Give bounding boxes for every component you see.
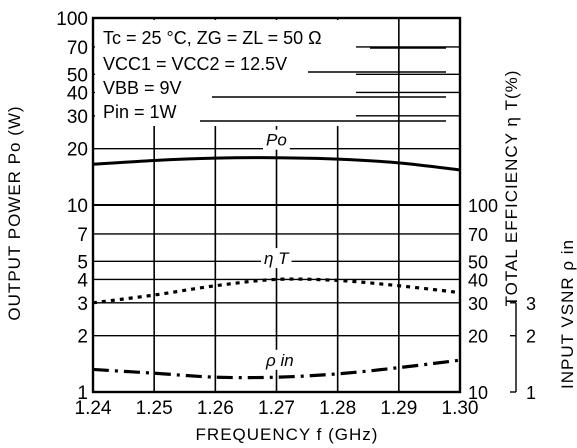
left-y-tick-label: 3 bbox=[77, 294, 88, 315]
efficiency-tick-label: 50 bbox=[468, 252, 488, 272]
series-label: η T bbox=[264, 249, 290, 268]
series-label-background bbox=[261, 248, 292, 269]
data-point bbox=[214, 157, 216, 159]
data-point bbox=[153, 159, 155, 162]
data-point bbox=[337, 373, 339, 375]
data-point bbox=[398, 367, 400, 369]
x-tick-label: 1.28 bbox=[319, 398, 356, 419]
data-point bbox=[459, 359, 461, 361]
series-label: ρ in bbox=[265, 351, 294, 370]
vsnr-tick-label: 3 bbox=[526, 294, 536, 314]
efficiency-tick-label: 10 bbox=[468, 383, 488, 403]
x-tick-label: 1.26 bbox=[197, 398, 234, 419]
left-y-tick-label: 1 bbox=[77, 383, 88, 404]
series-label-background bbox=[263, 349, 297, 370]
left-y-tick-label: 70 bbox=[67, 38, 88, 59]
efficiency-tick-label: 30 bbox=[468, 294, 488, 314]
left-y-tick-label: 4 bbox=[77, 270, 88, 291]
conditions-background bbox=[95, 20, 356, 126]
efficiency-tick-label: 20 bbox=[468, 327, 488, 347]
left-y-axis-title: OUTPUT POWER Po (W) bbox=[5, 105, 24, 320]
efficiency-tick-label: 70 bbox=[468, 225, 488, 245]
data-point bbox=[275, 278, 278, 281]
series-label: Po bbox=[266, 131, 287, 150]
x-tick-label: 1.25 bbox=[136, 398, 173, 419]
left-y-tick-label: 10 bbox=[67, 196, 88, 217]
data-point bbox=[398, 162, 400, 164]
condition-line: VCC1 = VCC2 = 12.5V bbox=[103, 54, 287, 74]
x-tick-label: 1.27 bbox=[258, 398, 295, 419]
data-point bbox=[214, 376, 216, 378]
vsnr-tick-label: 2 bbox=[526, 327, 536, 347]
left-y-tick-label: 20 bbox=[67, 140, 88, 161]
data-point bbox=[275, 376, 278, 378]
tick-labels: 1.24 1.25 1.26 1.27 1.28 1.29 1.30100705040302… bbox=[56, 9, 536, 419]
efficiency-tick-label: 100 bbox=[468, 196, 498, 216]
x-tick-label: 1.24 bbox=[75, 398, 112, 419]
left-y-tick-label: 50 bbox=[67, 65, 88, 86]
data-point bbox=[337, 158, 339, 160]
series-group: Po η T ρ in bbox=[92, 129, 461, 380]
condition-line: Tc = 25 °C, ZG = ZL = 50 Ω bbox=[103, 28, 322, 48]
left-y-tick-label: 30 bbox=[67, 107, 88, 128]
vsnr-tick-label: 1 bbox=[526, 383, 536, 403]
left-y-tick-label: 5 bbox=[77, 252, 88, 273]
data-point bbox=[153, 372, 155, 374]
plot-frame bbox=[91, 16, 462, 394]
x-tick-label: 1.30 bbox=[442, 398, 479, 419]
data-point bbox=[92, 302, 94, 304]
data-point bbox=[92, 163, 94, 165]
x-axis-title: FREQUENCY f (GHz) bbox=[196, 425, 379, 444]
data-point bbox=[214, 285, 216, 287]
left-y-tick-label: 2 bbox=[77, 327, 88, 348]
left-y-tick-label: 100 bbox=[56, 9, 88, 30]
data-point bbox=[153, 294, 155, 296]
left-y-tick-label: 7 bbox=[77, 225, 88, 246]
data-point bbox=[459, 292, 461, 294]
series-label-background bbox=[263, 129, 290, 150]
data-point bbox=[459, 169, 461, 171]
conditions-box: Tc = 25 °C, ZG = ZL = 50 Ω VCC1 = VCC2 =… bbox=[95, 20, 446, 126]
condition-line: Pin = 1W bbox=[103, 102, 177, 122]
left-y-tick-label: 40 bbox=[67, 83, 88, 104]
data-point bbox=[92, 368, 94, 371]
vsnr-axis-bracket bbox=[510, 302, 517, 393]
vsnr-axis-title: INPUT VSNR ρ in bbox=[558, 239, 577, 389]
condition-line: VBB = 9V bbox=[103, 78, 182, 98]
data-point bbox=[275, 157, 278, 159]
efficiency-axis-title: TOTAL EFFICIENCY η T(%) bbox=[502, 70, 521, 307]
x-tick-label: 1.29 bbox=[380, 398, 417, 419]
data-point bbox=[398, 285, 400, 287]
data-point bbox=[337, 279, 339, 282]
efficiency-tick-label: 40 bbox=[468, 270, 488, 290]
